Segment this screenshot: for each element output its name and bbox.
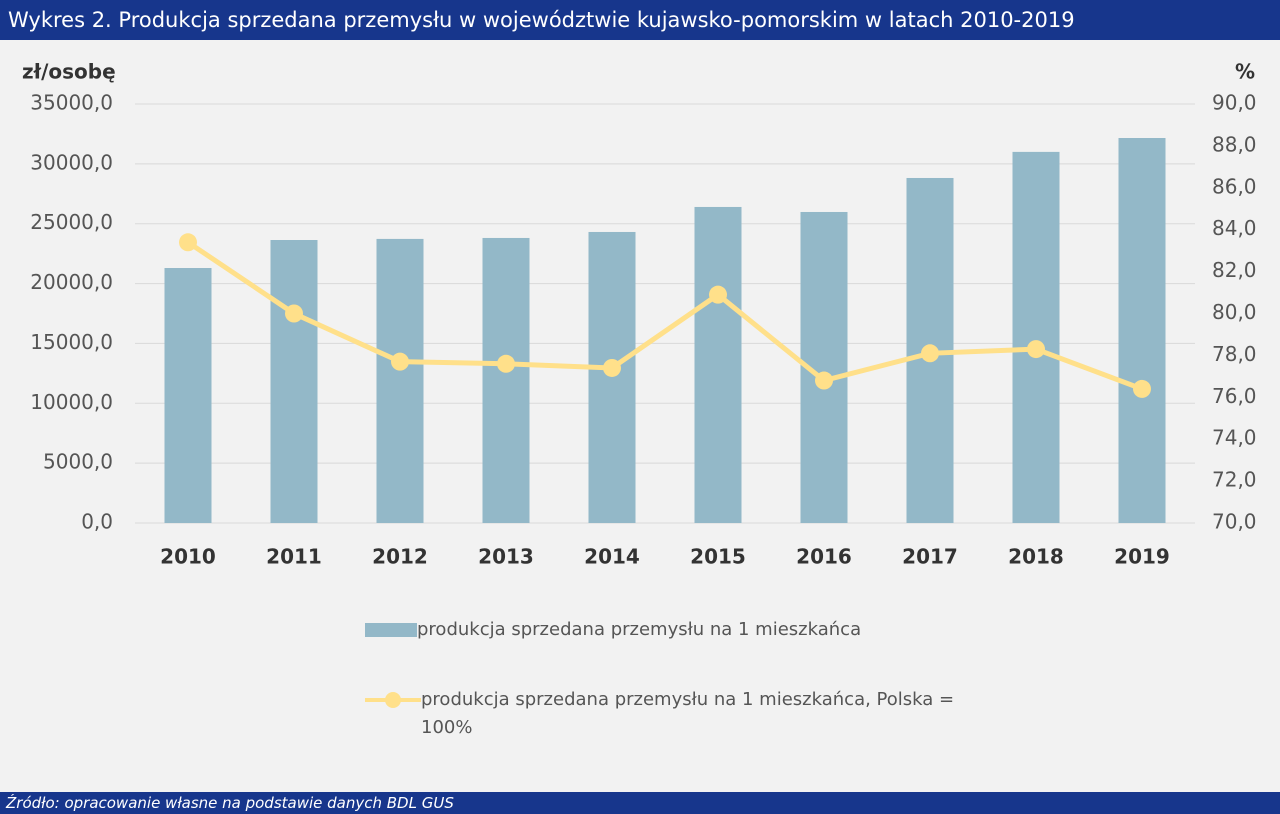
- bar: [1012, 151, 1060, 523]
- bar: [1118, 137, 1166, 524]
- x-tick-label: 2014: [584, 545, 640, 569]
- legend-item: produkcja sprzedana przemysłu na 1 miesz…: [365, 686, 965, 742]
- bar: [588, 231, 636, 523]
- x-tick-label: 2013: [478, 545, 534, 569]
- y2-tick-label: 70,0: [1212, 510, 1257, 534]
- legend-item: produkcja sprzedana przemysłu na 1 miesz…: [365, 616, 965, 644]
- y-axis-title: zł/osobę: [22, 60, 116, 84]
- y2-tick-label: 84,0: [1212, 216, 1257, 240]
- legend-swatch: [365, 692, 421, 708]
- bar: [376, 238, 424, 523]
- x-tick-label: 2019: [1114, 545, 1170, 569]
- x-tick-label: 2018: [1008, 545, 1064, 569]
- y2-tick-label: 90,0: [1212, 91, 1257, 115]
- y2-tick-label: 74,0: [1212, 426, 1257, 450]
- y2-tick-label: 72,0: [1212, 468, 1257, 492]
- y-tick-label: 0,0: [81, 510, 113, 534]
- line-marker: [391, 352, 409, 371]
- line-marker: [285, 304, 303, 323]
- line-marker: [603, 358, 621, 377]
- x-tick-label: 2012: [372, 545, 428, 569]
- bar: [482, 237, 530, 524]
- y-tick-label: 30000,0: [30, 150, 113, 174]
- x-tick-label: 2010: [160, 545, 216, 569]
- legend-label: produkcja sprzedana przemysłu na 1 miesz…: [421, 689, 955, 738]
- line-marker: [179, 233, 197, 252]
- line-marker: [497, 354, 515, 373]
- y2-tick-label: 88,0: [1212, 132, 1257, 156]
- y-tick-label: 15000,0: [30, 330, 113, 354]
- line-marker: [1133, 379, 1151, 398]
- y2-tick-label: 76,0: [1212, 384, 1257, 408]
- line-marker: [921, 344, 939, 363]
- line: [186, 240, 1143, 392]
- y2-tick-label: 86,0: [1212, 174, 1257, 198]
- y-tick-label: 20000,0: [30, 270, 113, 294]
- y2-tick-label: 78,0: [1212, 342, 1257, 366]
- bar: [694, 206, 742, 523]
- y2-tick-label: 82,0: [1212, 258, 1257, 282]
- x-tick-label: 2011: [266, 545, 322, 569]
- y-tick-label: 25000,0: [30, 210, 113, 234]
- line-marker: [1027, 340, 1045, 359]
- chart: zł/osobę % 0,0 5000,0 10000,0 15000,0 20000,…: [22, 60, 1257, 569]
- line-marker: [709, 285, 727, 304]
- legend-label: produkcja sprzedana przemysłu na 1 miesz…: [417, 619, 862, 640]
- bar: [270, 239, 318, 523]
- x-tick-label: 2015: [690, 545, 746, 569]
- x-tick-label: 2016: [796, 545, 852, 569]
- y-tick-label: 10000,0: [30, 390, 113, 414]
- bar: [164, 268, 212, 523]
- x-tick-label: 2017: [902, 545, 958, 569]
- legend-swatch: [365, 623, 417, 637]
- line-marker: [815, 371, 833, 390]
- y-tick-label: 5000,0: [43, 450, 113, 474]
- y2-axis-title: %: [1235, 60, 1255, 84]
- y2-tick-label: 80,0: [1212, 300, 1257, 324]
- source-bar: Źródło: opracowanie własne na podstawie …: [0, 792, 1280, 814]
- title-bar: Wykres 2. Produkcja sprzedana przemysłu …: [0, 0, 1280, 40]
- y-tick-label: 35000,0: [30, 91, 113, 115]
